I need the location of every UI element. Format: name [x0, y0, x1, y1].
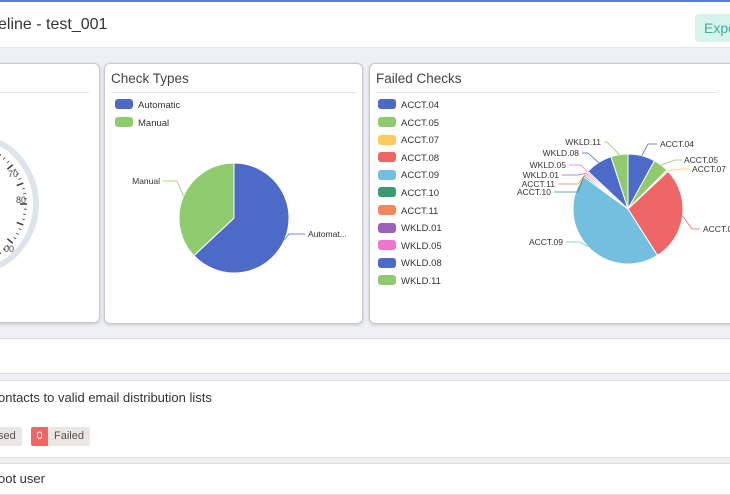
- pie-slice-label: ACCT.11: [522, 179, 556, 189]
- passed-label: sed: [0, 427, 22, 446]
- check-types-title: Check Types: [111, 71, 189, 86]
- pie-slice-label: WKLD.05: [530, 160, 567, 170]
- legend-swatch: [115, 99, 133, 109]
- gauge-tick: [0, 154, 1, 156]
- check-title: ontacts to valid email distribution list…: [0, 390, 212, 405]
- gauge-tick: [19, 178, 22, 179]
- gauge-tick: [16, 233, 19, 235]
- card-divider: [376, 92, 718, 93]
- gauge-tick-label: 00: [4, 244, 14, 254]
- failed-checks-title: Failed Checks: [376, 71, 462, 86]
- check-types-pie-chart: Automat... Manual: [105, 119, 364, 319]
- gauge-card: 70 80 00: [0, 63, 100, 323]
- pie-label-line: [661, 160, 682, 165]
- check-row[interactable]: oot user: [0, 463, 730, 495]
- gauge-chart: 70 80 00: [0, 104, 101, 304]
- legend-swatch: [378, 99, 396, 109]
- gauge-tick: [0, 252, 1, 254]
- legend-label: ACCT.04: [401, 100, 439, 111]
- passed-badge: sed: [0, 427, 22, 446]
- gauge-tick: [7, 239, 12, 243]
- gauge-tick: [17, 183, 24, 185]
- pie-label-line: [582, 153, 599, 163]
- pie-slice-label: ACCT.09: [529, 237, 563, 247]
- pie-slice-label: Manual: [132, 176, 160, 186]
- pie-slice-label: Automat...: [308, 229, 347, 239]
- legend-label: Automatic: [138, 100, 180, 111]
- gauge-tick: [22, 219, 25, 220]
- export-button[interactable]: Expo: [695, 14, 730, 42]
- legend-item-acct-04[interactable]: ACCT.04: [378, 100, 439, 112]
- gauge-tick: [23, 214, 26, 215]
- failed-count: 0: [31, 427, 48, 446]
- pie-slice-label: WKLD.11: [565, 137, 601, 147]
- gauge-tick: [14, 237, 16, 239]
- pie-label-line: [642, 144, 657, 156]
- pie-slice-label: ACCT.07: [692, 164, 726, 174]
- gauge-tick: [23, 193, 26, 194]
- card-divider: [0, 92, 89, 93]
- check-row[interactable]: ontacts to valid email distribution list…: [0, 380, 730, 458]
- gauge-tick: [7, 161, 9, 163]
- card-divider: [111, 92, 356, 93]
- gauge-tick: [17, 222, 24, 224]
- section-strip: [0, 338, 730, 374]
- pie-label-line: [667, 169, 690, 171]
- failed-checks-pie-chart: ACCT.04ACCT.05ACCT.07ACCT.0ACCT.09ACCT.1…: [370, 114, 730, 314]
- page-header: eline - test_001 Expo: [0, 2, 730, 48]
- pie-slice-label: ACCT.0: [703, 224, 730, 234]
- gauge-tick: [3, 157, 5, 159]
- gauge-tick: [19, 229, 22, 230]
- pie-label-line: [569, 165, 587, 172]
- pie-label-line: [683, 216, 700, 229]
- check-types-card: Check Types Automatic Manual Automat... M…: [104, 63, 363, 324]
- page-title: eline - test_001: [0, 16, 107, 34]
- gauge-tick-label: 70: [8, 169, 18, 179]
- legend-item-automatic[interactable]: Automatic: [115, 100, 180, 112]
- pie-label-line: [163, 181, 184, 196]
- pie-label-line: [562, 173, 586, 175]
- check-title: oot user: [0, 471, 45, 486]
- pie-slice-label: WKLD.01: [523, 170, 560, 180]
- gauge-tick-label: 80: [16, 195, 26, 205]
- pie-label-line: [284, 234, 305, 240]
- pie-label-line: [604, 142, 619, 155]
- pie-slice-label: WKLD.08: [543, 148, 580, 158]
- gauge-tick: [22, 188, 25, 189]
- pie-slice-label: ACCT.04: [660, 139, 694, 149]
- failed-label: Failed: [48, 427, 90, 446]
